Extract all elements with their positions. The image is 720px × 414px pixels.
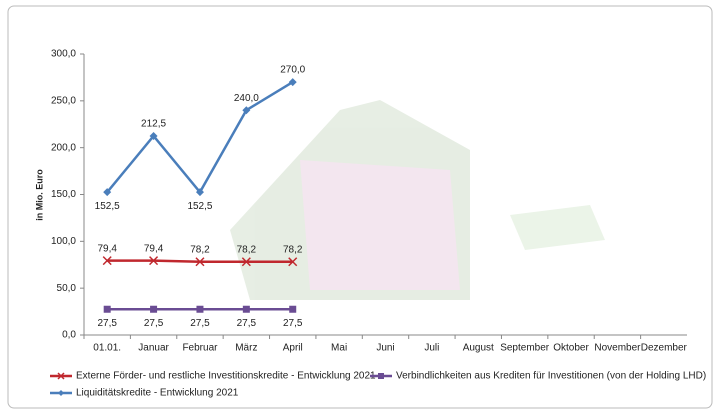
data-label: 78,2 bbox=[283, 244, 303, 255]
data-label: 27,5 bbox=[97, 318, 117, 329]
marker bbox=[103, 188, 112, 197]
data-label: 79,4 bbox=[144, 243, 164, 254]
x-tick-label: Juni bbox=[376, 343, 394, 354]
x-tick-label: April bbox=[283, 343, 303, 354]
x-tick-label: August bbox=[463, 343, 494, 354]
x-tick-label: September bbox=[500, 343, 550, 354]
marker bbox=[103, 305, 111, 313]
y-tick-label: 50,0 bbox=[57, 283, 77, 294]
marker bbox=[150, 305, 158, 313]
data-label: 27,5 bbox=[283, 318, 303, 329]
y-tick-label: 0,0 bbox=[62, 330, 76, 341]
marker bbox=[102, 256, 112, 266]
x-tick-label: Februar bbox=[182, 343, 218, 354]
data-label: 27,5 bbox=[237, 318, 257, 329]
x-tick-label: Dezember bbox=[641, 343, 688, 354]
background-illustration bbox=[230, 100, 605, 300]
y-tick-label: 250,0 bbox=[51, 95, 76, 106]
x-tick-label: Oktober bbox=[553, 343, 589, 354]
legend-label: Externe Förder- und restliche Investitio… bbox=[76, 371, 376, 382]
marker bbox=[242, 305, 250, 313]
data-label: 270,0 bbox=[280, 65, 305, 76]
legend-marker bbox=[58, 390, 64, 396]
y-tick-label: 100,0 bbox=[51, 236, 76, 247]
data-label: 27,5 bbox=[190, 318, 210, 329]
data-label: 78,2 bbox=[237, 244, 257, 255]
marker bbox=[195, 188, 204, 197]
marker bbox=[149, 131, 158, 140]
marker bbox=[241, 257, 251, 267]
chart-frame bbox=[7, 5, 713, 409]
marker bbox=[288, 257, 298, 267]
legend-label: Liquiditätskredite - Entwicklung 2021 bbox=[76, 388, 239, 399]
data-label: 240,0 bbox=[234, 93, 259, 104]
marker bbox=[149, 256, 159, 266]
x-tick-label: Januar bbox=[138, 343, 169, 354]
x-tick-label: März bbox=[235, 343, 257, 354]
data-label: 27,5 bbox=[144, 318, 164, 329]
x-tick-label: 01.01. bbox=[93, 343, 121, 354]
data-label: 79,4 bbox=[97, 243, 117, 254]
data-label: 152,5 bbox=[95, 201, 120, 212]
legend-marker bbox=[378, 373, 384, 379]
marker bbox=[195, 257, 205, 267]
data-label: 212,5 bbox=[141, 119, 166, 130]
marker bbox=[196, 305, 204, 313]
marker bbox=[242, 106, 251, 115]
legend-marker bbox=[57, 372, 65, 380]
y-tick-label: 300,0 bbox=[51, 49, 76, 60]
data-label: 78,2 bbox=[190, 244, 210, 255]
y-axis-label: in Mio. Euro bbox=[34, 169, 44, 221]
x-tick-label: Juli bbox=[424, 343, 439, 354]
x-tick-label: November bbox=[594, 343, 641, 354]
data-label: 152,5 bbox=[187, 201, 212, 212]
marker bbox=[288, 78, 297, 87]
x-tick-label: Mai bbox=[331, 343, 347, 354]
marker bbox=[289, 305, 297, 313]
y-tick-label: 200,0 bbox=[51, 142, 76, 153]
y-tick-label: 150,0 bbox=[51, 189, 76, 200]
legend-label: Verbindlichkeiten aus Krediten für Inves… bbox=[396, 371, 706, 382]
